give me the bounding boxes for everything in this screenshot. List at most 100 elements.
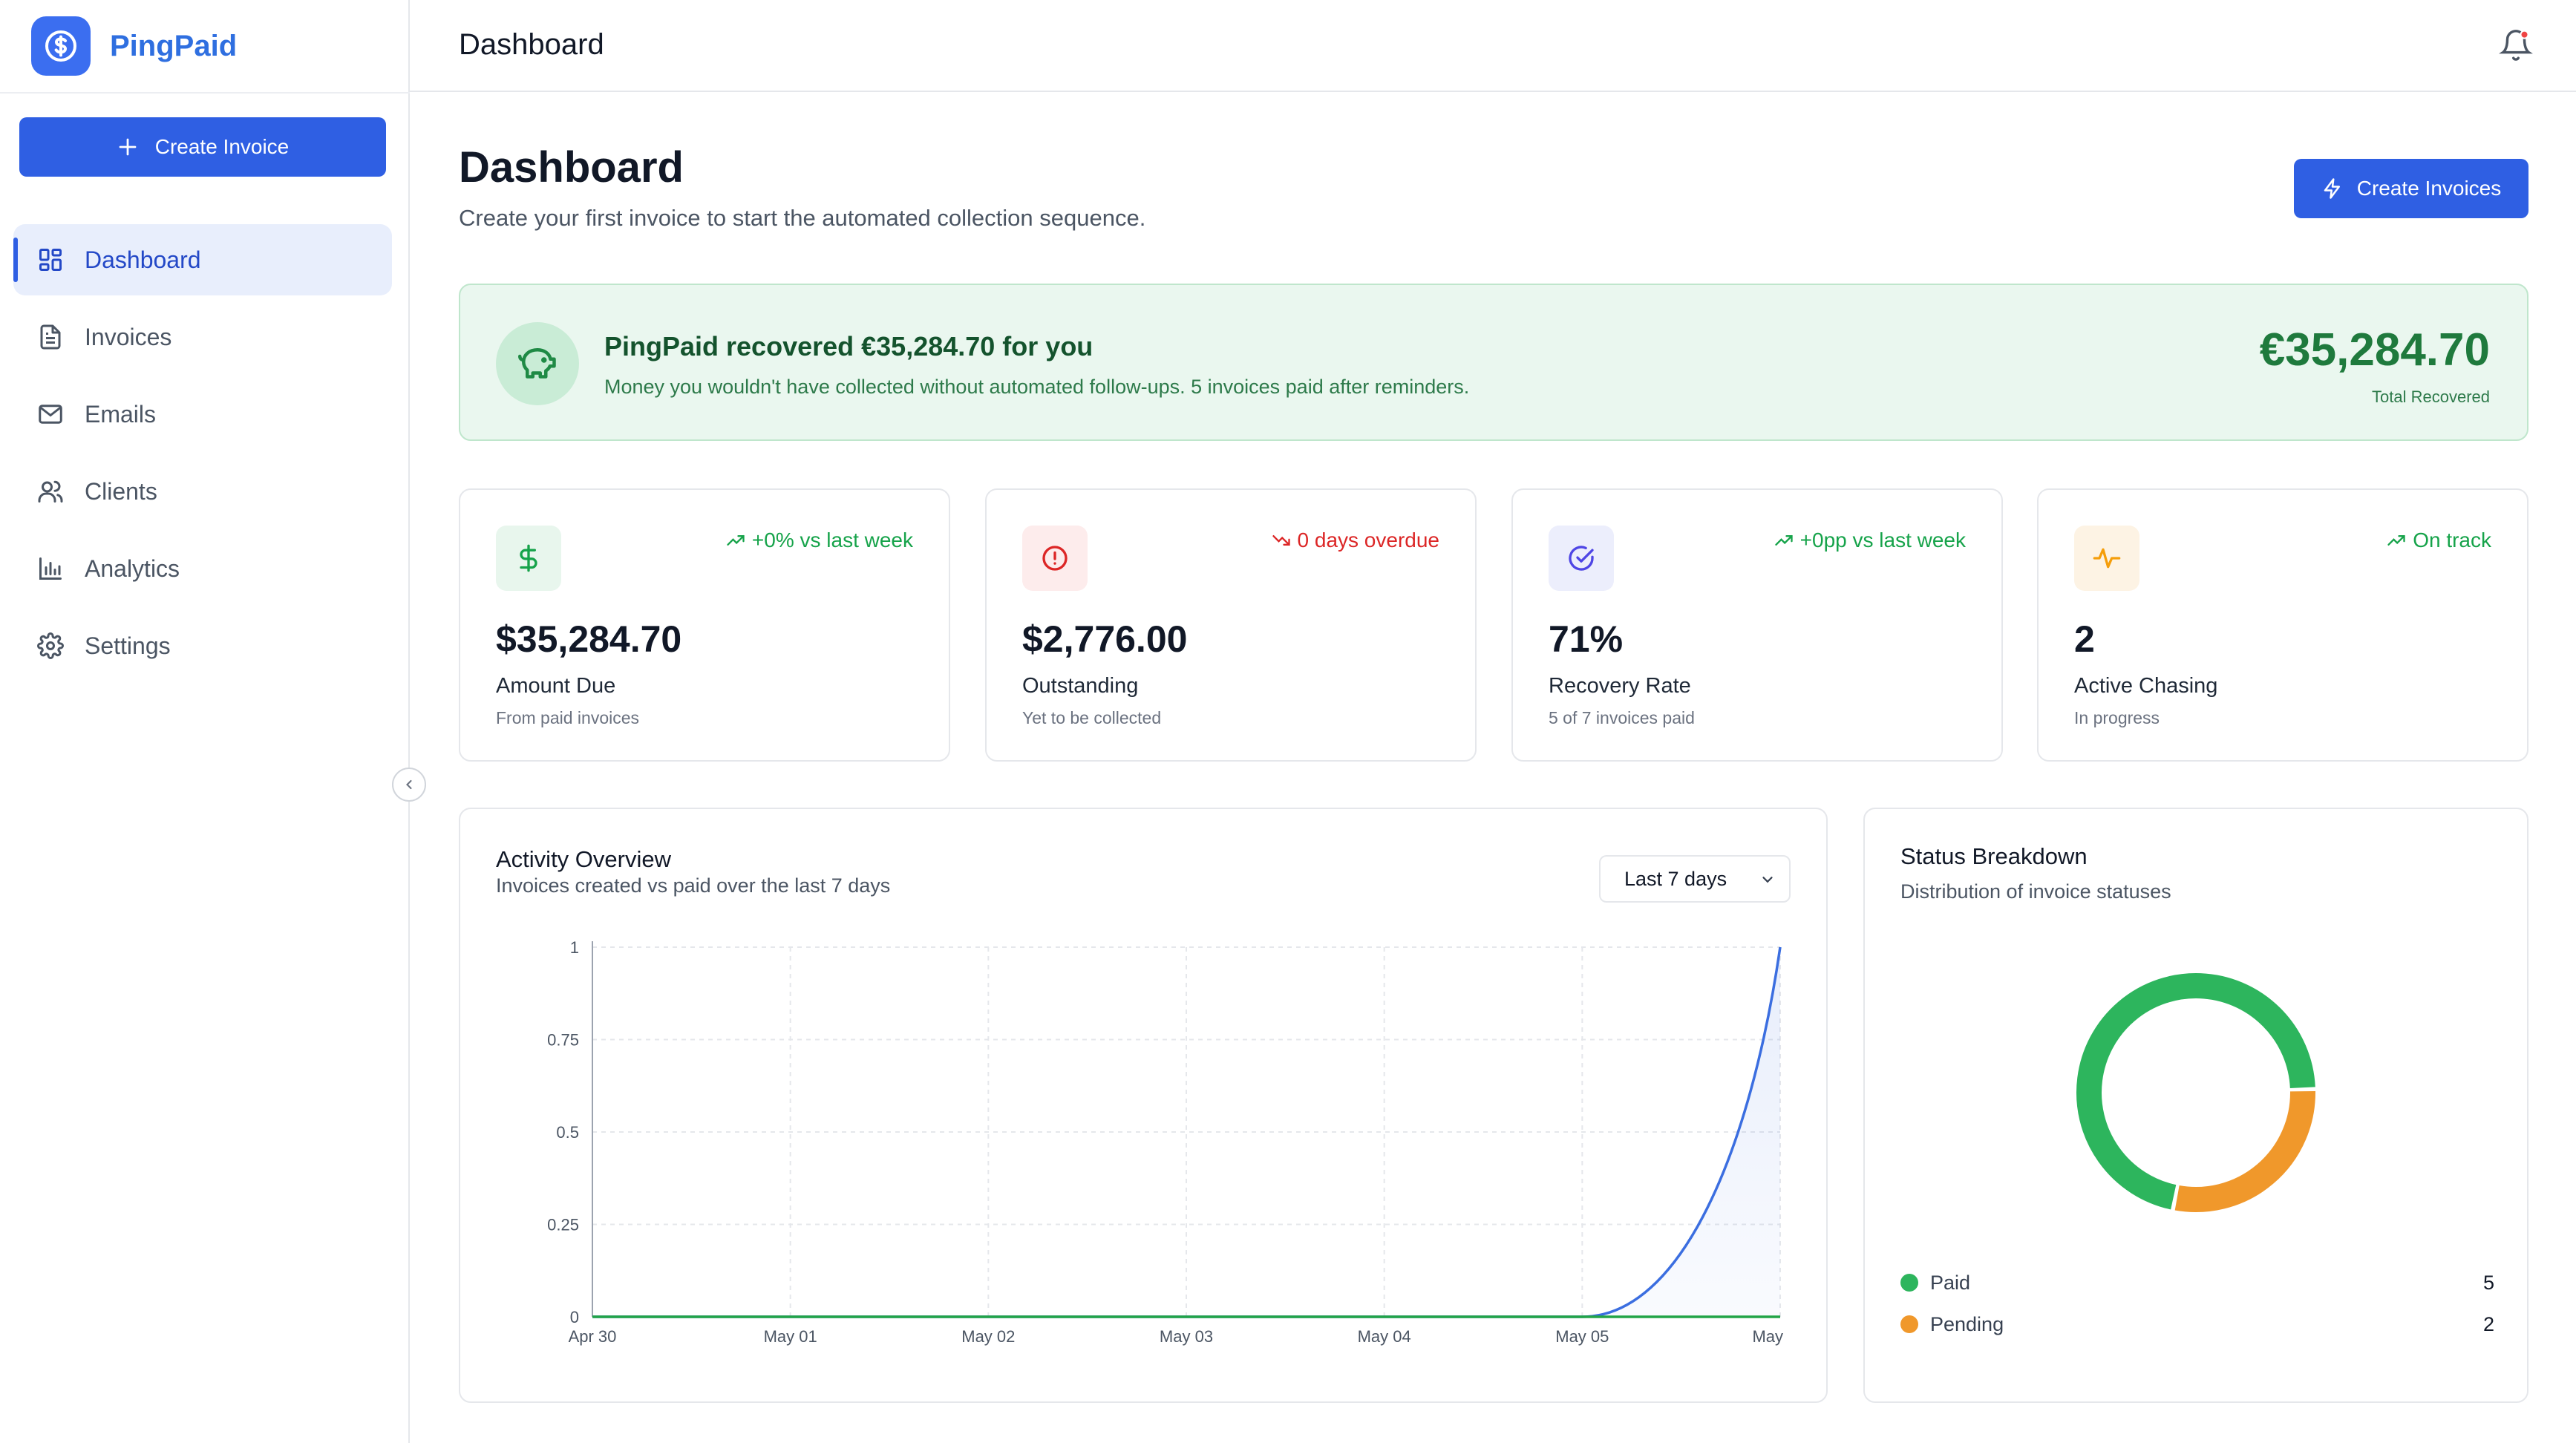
plus-icon <box>119 138 137 156</box>
legend-count: 5 <box>2482 1271 2494 1294</box>
status-donut-chart <box>2076 973 2315 1212</box>
bell-icon[interactable] <box>2499 28 2533 62</box>
donut-slice-pending[interactable] <box>2174 1091 2315 1212</box>
main-content: Dashboard Create your first invoice to s… <box>410 92 2576 1443</box>
stat-sub: From paid invoices <box>496 708 640 727</box>
stat-label: Amount Due <box>496 674 616 698</box>
banner-description: Money you wouldn't have collected withou… <box>604 376 1470 398</box>
page-title: Dashboard <box>459 143 684 192</box>
header-title: Dashboard <box>459 28 604 61</box>
sidebar-item-emails[interactable]: Emails <box>13 379 392 450</box>
sidebar-item-clients[interactable]: Clients <box>13 456 392 527</box>
recovery-banner: PingPaid recovered €35,284.70 for you Mo… <box>459 284 2528 441</box>
donut-slice-paid[interactable] <box>2076 973 2315 1210</box>
sidebar-item-dashboard[interactable]: Dashboard <box>13 224 392 295</box>
sidebar-item-label: Dashboard <box>85 246 201 273</box>
y-tick-label: 0.5 <box>556 1123 579 1142</box>
sidebar-collapse-button[interactable] <box>392 768 426 802</box>
create-invoices-button[interactable]: Create Invoices <box>2294 159 2528 218</box>
sidebar-item-label: Invoices <box>85 323 172 350</box>
stat-value: 2 <box>2074 618 2095 660</box>
stat-card-amount-due: +0% vs last week $35,284.70 Amount Due F… <box>459 488 950 762</box>
trend-down-icon <box>1272 535 1290 546</box>
top-header: Dashboard <box>410 0 2576 92</box>
dashboard-icon <box>36 245 65 275</box>
trend-up-icon <box>2387 535 2405 546</box>
stat-trend: +0% vs last week <box>725 529 913 552</box>
banner-title: PingPaid recovered €35,284.70 for you <box>604 331 1094 361</box>
users-icon <box>36 477 65 506</box>
x-tick-label: Apr 30 <box>569 1327 617 1346</box>
y-tick-label: 0.75 <box>547 1031 579 1050</box>
stat-card-active-chasing: On track 2 Active Chasing In progress <box>2037 488 2528 762</box>
stat-trend: On track <box>2386 529 2491 552</box>
legend-label: Paid <box>1930 1271 1971 1294</box>
mail-icon <box>36 399 65 429</box>
activity-overview-card: Activity Overview Invoices created vs pa… <box>459 808 1828 1403</box>
stat-label: Outstanding <box>1022 674 1139 698</box>
chevron-down-icon <box>1762 877 1773 883</box>
legend-dot <box>1900 1315 1918 1333</box>
stat-value: $35,284.70 <box>496 618 682 660</box>
x-tick-label: May 04 <box>1358 1327 1411 1346</box>
legend-count: 2 <box>2482 1312 2494 1335</box>
create-invoice-label: Create Invoice <box>154 135 290 158</box>
stat-trend: 0 days overdue <box>1271 529 1439 552</box>
stat-trend-label: 0 days overdue <box>1297 529 1439 552</box>
piggy-bank-icon <box>496 322 579 405</box>
total-recovered-amount: €35,284.70 <box>2259 324 2490 376</box>
y-tick-label: 1 <box>570 938 579 957</box>
stat-label: Active Chasing <box>2074 674 2218 698</box>
date-range-select[interactable]: Last 7 days <box>1599 855 1791 903</box>
trend-up-icon <box>727 535 745 546</box>
sidebar-divider <box>0 92 410 94</box>
file-icon <box>36 322 65 352</box>
sidebar: PingPaid Create Invoice Dashboard Invoic… <box>0 0 410 1443</box>
lightning-icon <box>2324 178 2340 199</box>
stat-label: Recovery Rate <box>1549 674 1691 698</box>
stat-sub: 5 of 7 invoices paid <box>1549 708 1695 727</box>
trend-up-icon <box>1774 535 1793 546</box>
stat-card-outstanding: 0 days overdue $2,776.00 Outstanding Yet… <box>985 488 1477 762</box>
stat-trend: +0pp vs last week <box>1774 529 1966 552</box>
stat-value: 71% <box>1549 618 1624 660</box>
stat-value: $2,776.00 <box>1022 618 1188 660</box>
x-tick-label: May 01 <box>764 1327 817 1346</box>
brand-name: PingPaid <box>110 29 238 62</box>
legend-item-paid: Paid 5 <box>1900 1268 2494 1298</box>
check-circle-icon <box>1549 526 1614 591</box>
stat-card-recovery-rate: +0pp vs last week 71% Recovery Rate 5 of… <box>1511 488 2003 762</box>
chevron-left-icon <box>406 779 412 790</box>
x-tick-label: May 05 <box>1555 1327 1609 1346</box>
y-tick-label: 0 <box>570 1308 579 1326</box>
sidebar-item-label: Clients <box>85 477 157 505</box>
date-range-value: Last 7 days <box>1624 867 1727 890</box>
sidebar-item-settings[interactable]: Settings <box>13 610 392 681</box>
sidebar-item-analytics[interactable]: Analytics <box>13 533 392 604</box>
stat-sub: Yet to be collected <box>1022 708 1162 727</box>
brand[interactable]: PingPaid <box>31 15 237 77</box>
legend-dot <box>1900 1274 1918 1292</box>
total-recovered-label: Total Recovered <box>2372 387 2490 406</box>
gear-icon <box>36 631 65 661</box>
status-title: Status Breakdown <box>1900 843 2088 869</box>
alert-circle-icon <box>1022 526 1088 591</box>
sidebar-item-label: Emails <box>85 400 157 428</box>
sidebar-item-invoices[interactable]: Invoices <box>13 301 392 373</box>
stat-trend-label: +0% vs last week <box>751 529 913 552</box>
stat-trend-label: On track <box>2413 529 2491 552</box>
sidebar-nav: Dashboard Invoices Emails Clients Analyt… <box>13 224 392 687</box>
sidebar-item-label: Settings <box>85 632 171 659</box>
dollar-circle-icon <box>31 16 91 76</box>
activity-title: Activity Overview <box>496 846 671 872</box>
create-invoice-button[interactable]: Create Invoice <box>19 117 386 177</box>
stats-row: +0% vs last week $35,284.70 Amount Due F… <box>459 488 2528 762</box>
activity-icon <box>2074 526 2139 591</box>
stat-trend-label: +0pp vs last week <box>1799 529 1966 552</box>
x-tick-label: May 03 <box>1160 1327 1213 1346</box>
activity-subtitle: Invoices created vs paid over the last 7… <box>496 874 891 897</box>
legend-item-pending: Pending 2 <box>1900 1309 2494 1339</box>
stat-sub: In progress <box>2074 708 2160 727</box>
dollar-icon <box>496 526 561 591</box>
